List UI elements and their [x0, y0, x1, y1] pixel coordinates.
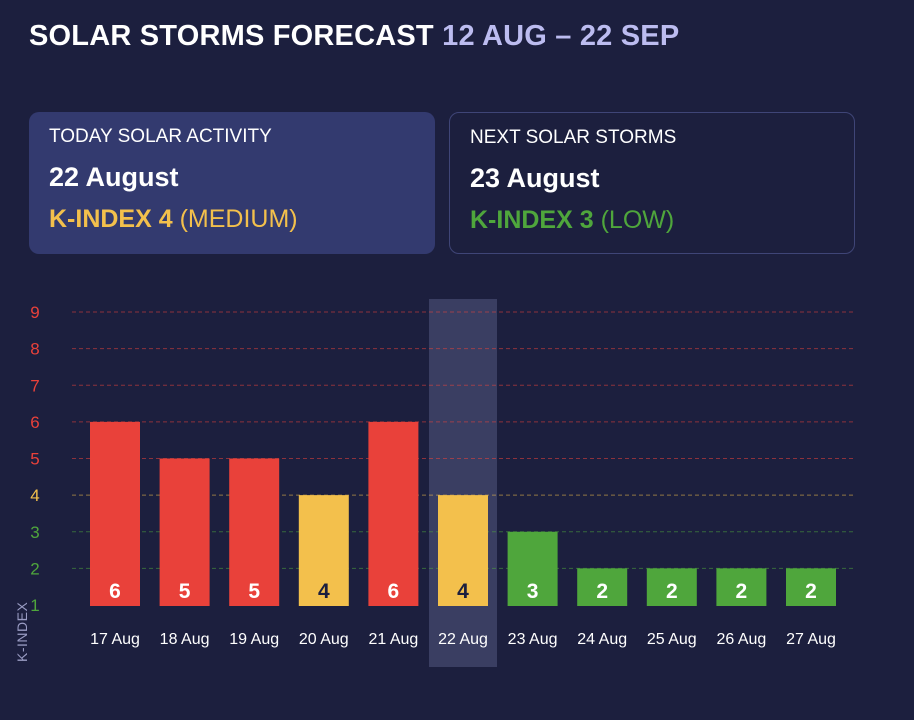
today-kindex-level: (MEDIUM) — [179, 205, 298, 233]
x-tick-label: 27 Aug — [786, 631, 836, 648]
next-card-label: NEXT SOLAR STORMS — [470, 127, 677, 148]
date-range: 12 AUG – 22 SEP — [442, 20, 680, 52]
x-tick-label: 24 Aug — [577, 631, 627, 648]
today-card-kindex: K-INDEX 4 (MEDIUM) — [49, 205, 415, 234]
title-text: SOLAR STORMS FORECAST — [29, 20, 434, 52]
bar-value-label: 3 — [527, 580, 539, 603]
today-card-label: TODAY SOLAR ACTIVITY — [49, 126, 272, 147]
y-tick-label: 2 — [30, 559, 39, 578]
bar — [90, 421, 140, 606]
y-tick-label: 1 — [30, 596, 39, 615]
next-card-date: 23 August — [470, 163, 600, 193]
bar-value-label: 5 — [248, 580, 260, 603]
x-tick-label: 21 Aug — [368, 631, 418, 648]
x-tick-label: 17 Aug — [90, 631, 140, 648]
bar — [716, 568, 767, 606]
y-tick-label: 5 — [30, 450, 39, 469]
bar-value-label: 6 — [388, 580, 400, 603]
bar-value-label: 6 — [109, 580, 121, 603]
next-card-kindex: K-INDEX 3 (LOW) — [470, 206, 834, 235]
bar — [438, 495, 488, 606]
y-tick-label: 9 — [30, 303, 39, 322]
x-tick-label: 22 Aug — [438, 631, 488, 648]
x-tick-label: 19 Aug — [229, 631, 279, 648]
next-storms-card: NEXT SOLAR STORMS 23 August K-INDEX 3 (L… — [449, 112, 855, 254]
bar-value-label: 2 — [736, 580, 748, 603]
y-tick-label: 3 — [30, 523, 39, 542]
bar — [507, 531, 558, 606]
y-tick-label: 4 — [30, 486, 39, 505]
x-tick-label: 25 Aug — [647, 631, 697, 648]
y-tick-label: 8 — [30, 340, 39, 359]
y-tick-label: 7 — [30, 376, 39, 395]
x-tick-label: 26 Aug — [716, 631, 766, 648]
bar-value-label: 4 — [318, 580, 330, 603]
today-card-date: 22 August — [49, 162, 179, 192]
bar — [298, 495, 349, 606]
x-tick-label: 23 Aug — [508, 631, 558, 648]
next-kindex-value: K-INDEX 3 — [470, 206, 594, 234]
y-tick-label: 6 — [30, 413, 39, 432]
bar — [577, 568, 628, 606]
bar-value-label: 2 — [805, 580, 817, 603]
bar-value-label: 2 — [596, 580, 608, 603]
bar-value-label: 2 — [666, 580, 678, 603]
bar — [229, 458, 280, 606]
y-axis-label: K-INDEX — [14, 601, 30, 662]
bar — [646, 568, 697, 606]
today-kindex-value: K-INDEX 4 — [49, 205, 173, 233]
bar — [786, 568, 836, 606]
highlight-column — [429, 299, 497, 667]
x-tick-label: 18 Aug — [160, 631, 210, 648]
bar — [368, 421, 419, 606]
x-tick-label: 20 Aug — [299, 631, 349, 648]
next-kindex-level: (LOW) — [600, 206, 675, 234]
today-activity-card: TODAY SOLAR ACTIVITY 22 August K-INDEX 4… — [29, 112, 435, 254]
page-title: SOLAR STORMS FORECAST 12 AUG – 22 SEP — [29, 20, 679, 53]
bar-value-label: 5 — [179, 580, 191, 603]
bar — [159, 458, 210, 606]
bar-value-label: 4 — [457, 580, 469, 603]
